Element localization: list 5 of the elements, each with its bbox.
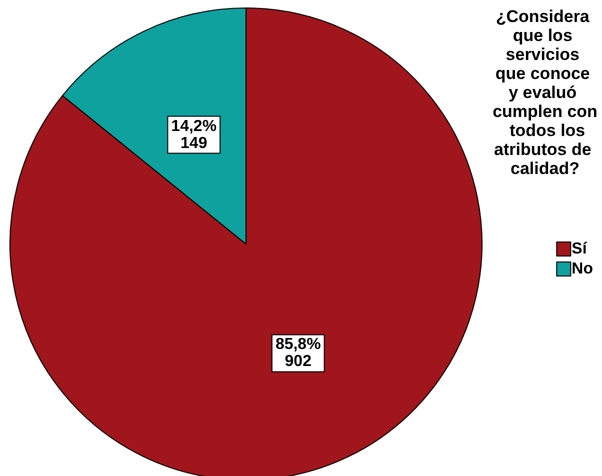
data-label: 85,8% 902 [275, 336, 321, 370]
text: ¿Considera que los servicios que conoce y evaluó cumplen con todos los atributos de calidad? [492, 7, 598, 178]
data-label: 14,2% 149 [171, 118, 217, 152]
legend-label: No [572, 260, 594, 278]
legend-label: Sí [572, 240, 588, 258]
